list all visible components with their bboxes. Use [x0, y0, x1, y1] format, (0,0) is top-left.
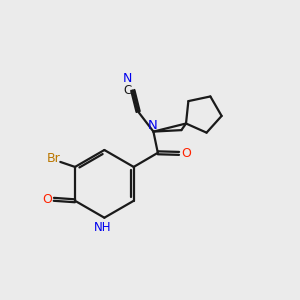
Text: C: C [123, 84, 132, 97]
Text: NH: NH [94, 220, 112, 234]
Text: N: N [123, 71, 132, 85]
Text: O: O [42, 193, 52, 206]
Text: N: N [148, 118, 158, 132]
Text: Br: Br [47, 152, 60, 165]
Text: O: O [181, 147, 191, 160]
